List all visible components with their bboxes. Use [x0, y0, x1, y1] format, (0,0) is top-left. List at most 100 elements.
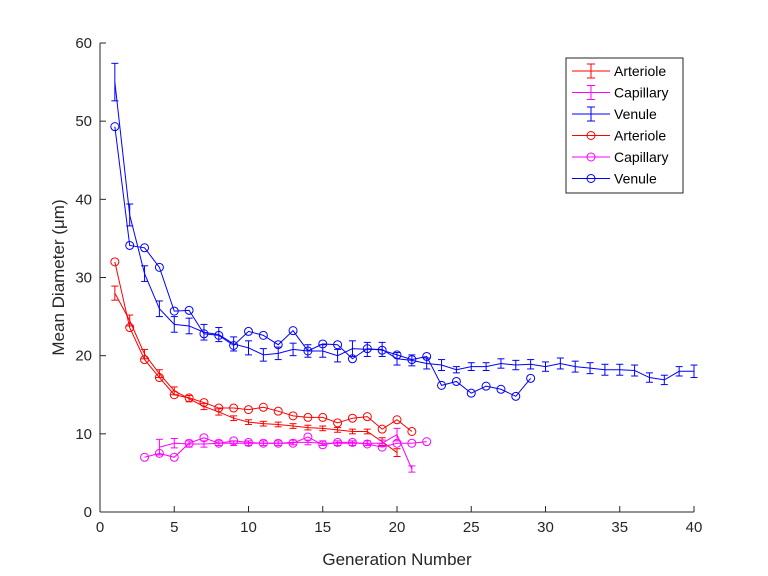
x-tick-label: 5	[170, 519, 178, 536]
data-point	[362, 412, 372, 422]
legend-circle-icon	[586, 174, 596, 183]
x-tick-label: 35	[611, 519, 628, 536]
data-point	[362, 344, 372, 354]
data-point	[318, 440, 328, 450]
legend-item: Venule	[572, 171, 657, 187]
error-bar	[274, 421, 282, 428]
data-point	[377, 345, 387, 355]
data-point	[229, 341, 239, 351]
series-line	[114, 82, 694, 381]
data-point	[362, 439, 372, 449]
data-point	[258, 438, 268, 448]
error-bar	[245, 419, 252, 425]
error-bar	[512, 359, 520, 371]
error-bar	[482, 362, 490, 372]
data-point	[422, 351, 432, 361]
data-point	[407, 426, 417, 436]
legend-label: Venule	[614, 171, 657, 187]
series-line	[114, 261, 413, 432]
data-point	[169, 390, 179, 400]
data-point	[303, 432, 313, 442]
error-bar	[497, 358, 505, 369]
x-axis-label: Generation Number	[322, 550, 472, 569]
y-tick-label: 60	[75, 35, 92, 52]
error-bar	[334, 427, 342, 433]
error-bar	[170, 438, 178, 449]
error-bar	[393, 448, 401, 458]
data-point	[244, 405, 253, 415]
legend-item: Capillary	[572, 149, 668, 165]
error-bar	[245, 340, 252, 356]
data-point	[154, 373, 164, 383]
error-bar	[363, 428, 371, 435]
error-bar	[185, 317, 193, 335]
series-line	[114, 126, 532, 397]
error-bar	[690, 364, 698, 379]
axes-layer: 0 5 10 15 20 25 30 35 40 0 10 20 30 40 50 60	[75, 35, 702, 536]
data-point	[125, 240, 135, 250]
data-point	[199, 398, 209, 408]
y-tick-label: 20	[75, 348, 92, 365]
data-point	[407, 438, 417, 448]
x-tick-label: 0	[96, 519, 104, 536]
error-bar	[230, 336, 238, 352]
data-point	[451, 376, 461, 386]
error-bar	[675, 366, 683, 377]
error-bar	[304, 424, 312, 431]
data-point	[377, 424, 387, 434]
error-bar	[467, 362, 475, 372]
error-bar	[645, 372, 653, 383]
error-bar	[155, 300, 163, 318]
data-point	[154, 262, 164, 272]
data-point	[511, 391, 521, 401]
series-3	[110, 257, 417, 436]
error-bar	[259, 348, 267, 362]
series-4	[140, 432, 432, 462]
data-point	[437, 380, 447, 390]
x-tick-label: 25	[463, 519, 480, 536]
data-point	[347, 354, 357, 364]
y-tick-label: 10	[75, 426, 92, 443]
series-line	[114, 292, 398, 453]
error-bar	[289, 342, 297, 357]
data-point	[199, 433, 209, 443]
data-point	[303, 346, 313, 356]
error-bar	[631, 364, 639, 377]
error-bar	[289, 423, 297, 429]
error-bar	[170, 316, 178, 333]
y-tick-label: 40	[75, 191, 92, 208]
data-point	[154, 448, 164, 458]
series-5	[110, 122, 536, 401]
data-point	[377, 442, 387, 452]
data-point	[333, 340, 343, 350]
error-bar	[616, 363, 624, 376]
legend-label: Venule	[614, 106, 657, 122]
data-point	[258, 330, 268, 340]
data-point	[184, 305, 194, 315]
error-bar	[571, 360, 579, 373]
data-point	[199, 329, 209, 339]
data-point	[214, 330, 224, 340]
data-point	[347, 437, 357, 447]
error-bar	[452, 366, 460, 374]
data-point	[140, 243, 150, 253]
series-layer	[110, 62, 698, 473]
data-point	[140, 355, 150, 365]
error-bar	[601, 363, 609, 376]
data-point	[258, 402, 268, 412]
data-point	[110, 122, 120, 132]
error-bar	[438, 359, 446, 372]
data-point	[169, 306, 179, 316]
error-bar	[319, 425, 327, 432]
series-line	[144, 436, 427, 458]
legend-circle-icon	[586, 131, 596, 140]
data-point	[273, 406, 283, 416]
legend-item: Arteriole	[572, 128, 666, 144]
legend: Arteriole Capillary Venule Arteriole Capilla…	[565, 57, 684, 194]
data-point	[303, 412, 313, 422]
y-tick-label: 30	[75, 270, 92, 287]
data-point	[184, 393, 194, 403]
data-point	[392, 438, 402, 448]
error-bar	[111, 285, 119, 301]
